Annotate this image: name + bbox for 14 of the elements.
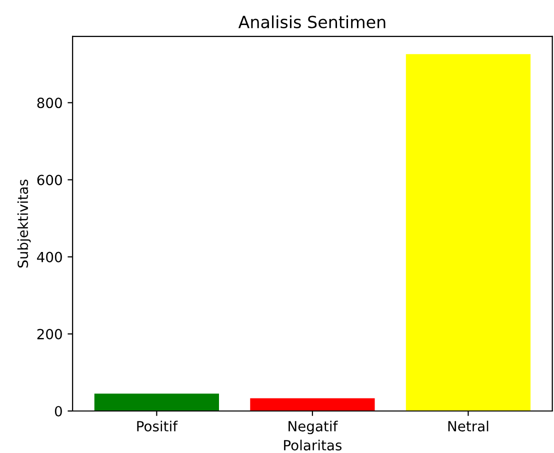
x-tick-label: Netral: [448, 420, 488, 432]
x-tick-label: Positif: [137, 420, 178, 432]
y-tick-label: 400: [37, 252, 62, 262]
y-tick-label: 200: [37, 328, 62, 340]
chart-title: Analisis Sentimen: [238, 15, 386, 28]
bar: [250, 398, 375, 411]
y-tick-label: 600: [37, 174, 62, 186]
x-axis-title: Polaritas: [284, 440, 342, 450]
x-tick-label: Negatif: [288, 420, 338, 434]
y-tick-label: 800: [37, 98, 62, 108]
bar: [406, 54, 531, 411]
bar: [94, 394, 219, 411]
y-tick-label: 0: [54, 406, 62, 416]
y-axis-title: Subjektivitas: [17, 180, 31, 268]
